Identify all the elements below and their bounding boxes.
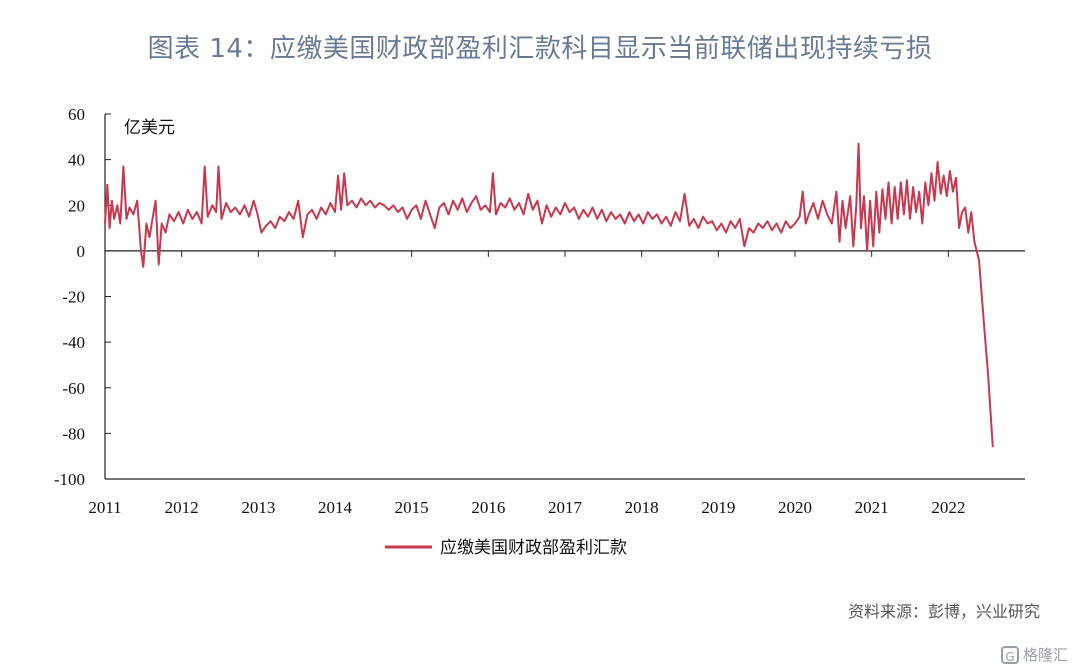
x-tick-label: 2011 xyxy=(88,498,121,517)
watermark: G 格隆汇 xyxy=(1000,644,1068,665)
y-tick-label: 40 xyxy=(68,151,85,170)
x-tick-label: 2013 xyxy=(241,498,275,517)
x-tick-label: 2012 xyxy=(165,498,199,517)
watermark-logo-icon: G xyxy=(1000,645,1019,664)
watermark-text: 格隆汇 xyxy=(1022,646,1068,664)
y-tick-label: -20 xyxy=(62,288,85,307)
y-tick-label: 60 xyxy=(68,105,85,124)
x-tick-label: 2014 xyxy=(318,498,353,517)
legend-label: 应缴美国财政部盈利汇款 xyxy=(440,538,627,558)
y-tick-label: -80 xyxy=(62,424,85,443)
y-axis: 60 40 20 0 -20 -40 -60 -80 -100 xyxy=(54,105,111,489)
x-tick-label: 2021 xyxy=(855,498,889,517)
x-tick-label: 2017 xyxy=(548,498,583,517)
y-unit-label: 亿美元 xyxy=(124,118,175,138)
y-tick-label: 0 xyxy=(77,242,86,261)
y-tick-label: 20 xyxy=(68,196,85,215)
y-tick-label: -60 xyxy=(62,379,85,398)
x-tick-label: 2022 xyxy=(931,498,965,517)
source-note: 资料来源：彭博，兴业研究 xyxy=(847,602,1040,621)
x-tick-label: 2019 xyxy=(701,498,735,517)
y-tick-label: -100 xyxy=(54,470,85,489)
chart-title: 图表 14：应缴美国财政部盈利汇款科目显示当前联储出现持续亏损 xyxy=(147,34,933,64)
series-layer xyxy=(104,142,994,448)
x-tick-label: 2018 xyxy=(625,498,659,517)
y-tick-label: -40 xyxy=(62,333,85,352)
series-line xyxy=(104,142,994,448)
legend: 应缴美国财政部盈利汇款 xyxy=(385,538,627,558)
x-tick-label: 2020 xyxy=(778,498,812,517)
x-tick-label: 2015 xyxy=(395,498,429,517)
x-tick-label: 2016 xyxy=(471,498,505,517)
x-axis: 2011 2012 2013 2014 2015 2016 2017 2018 2019 2020… xyxy=(88,250,1025,517)
